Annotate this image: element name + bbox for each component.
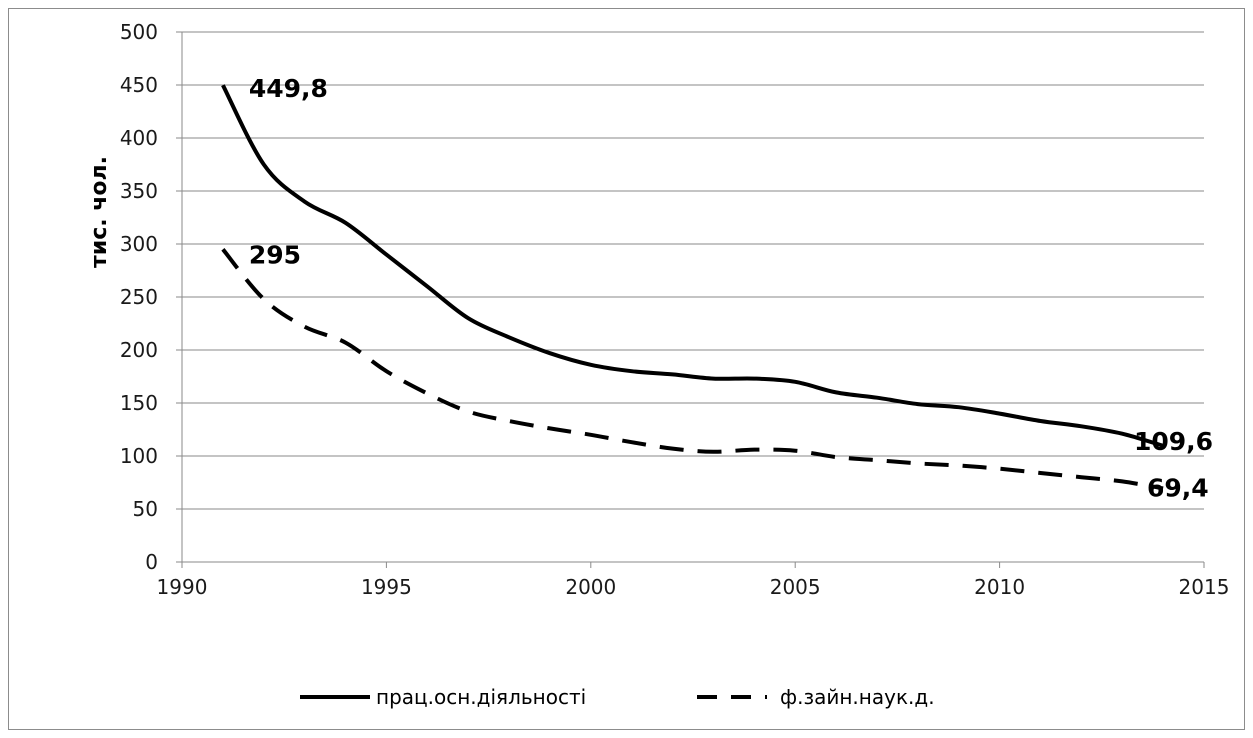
y-tick-label: 250 bbox=[120, 285, 158, 309]
series-1-point bbox=[507, 335, 511, 339]
series-2-point bbox=[916, 461, 920, 465]
series-2-point bbox=[834, 455, 838, 459]
series-1-point bbox=[303, 200, 307, 204]
legend: прац.осн.діяльності ф.зайн.наук.д. bbox=[300, 685, 935, 709]
series-2-point bbox=[1079, 475, 1083, 479]
series-2-point bbox=[303, 325, 307, 329]
y-tick-label: 450 bbox=[120, 73, 158, 97]
series-2-point bbox=[793, 449, 797, 453]
x-tick-label: 1990 bbox=[157, 575, 208, 599]
series-2-point bbox=[589, 433, 593, 437]
series-line-2 bbox=[221, 248, 1164, 491]
series-1-point bbox=[262, 163, 266, 167]
series-1-point bbox=[1120, 432, 1124, 436]
series-1-point bbox=[752, 377, 756, 381]
y-tick-labels: 0 50 100 150 200 250 300 350 400 450 500 bbox=[120, 20, 182, 574]
data-label: 449,8 bbox=[249, 74, 328, 103]
series-1-point bbox=[875, 396, 879, 400]
y-tick-label: 400 bbox=[120, 126, 158, 150]
series-1-point bbox=[425, 284, 429, 288]
series-2-point bbox=[998, 467, 1002, 471]
series-1-point bbox=[221, 83, 225, 87]
series-1-point bbox=[834, 390, 838, 394]
y-tick-label: 350 bbox=[120, 179, 158, 203]
series-2-point bbox=[957, 464, 961, 468]
series-1-point bbox=[589, 363, 593, 367]
series-2-point bbox=[1038, 471, 1042, 475]
series-1-point bbox=[1079, 424, 1083, 428]
series-1-point bbox=[671, 372, 675, 376]
y-tick-label: 150 bbox=[120, 391, 158, 415]
series-lines bbox=[221, 83, 1164, 491]
y-tick-label: 500 bbox=[120, 20, 158, 44]
series-2-point bbox=[262, 297, 266, 301]
series-2-point bbox=[548, 426, 552, 430]
legend-label-1: прац.осн.діяльності bbox=[376, 685, 586, 709]
series-1-point bbox=[916, 402, 920, 406]
series-2-point bbox=[711, 450, 715, 454]
series-2-point bbox=[630, 440, 634, 444]
x-tick-label: 2000 bbox=[565, 575, 616, 599]
x-tick-label: 2005 bbox=[770, 575, 821, 599]
series-2-point bbox=[466, 409, 470, 413]
y-tick-label: 50 bbox=[133, 497, 158, 521]
data-label: 295 bbox=[249, 240, 301, 269]
y-tick-label: 200 bbox=[120, 338, 158, 362]
series-1-point bbox=[344, 221, 348, 225]
series-1-point bbox=[711, 377, 715, 381]
x-tick-label: 2015 bbox=[1179, 575, 1230, 599]
series-2-point bbox=[752, 448, 756, 452]
series-1-point bbox=[1038, 419, 1042, 423]
data-label: 69,4 bbox=[1147, 473, 1209, 502]
y-tick-label: 300 bbox=[120, 232, 158, 256]
data-label: 109,6 bbox=[1134, 427, 1213, 456]
series-2-point bbox=[1120, 479, 1124, 483]
y-axis-title: тис. чол. bbox=[87, 156, 112, 268]
y-tick-label: 0 bbox=[145, 550, 158, 574]
series-2-point bbox=[344, 341, 348, 345]
series-2-point bbox=[384, 369, 388, 373]
series-2-point bbox=[875, 458, 879, 462]
series-1-point bbox=[384, 253, 388, 257]
series-1-point bbox=[466, 316, 470, 320]
legend-label-2: ф.зайн.наук.д. bbox=[780, 685, 935, 709]
series-1-point bbox=[998, 412, 1002, 416]
series-1-point bbox=[793, 380, 797, 384]
series-1-point bbox=[548, 351, 552, 355]
series-1-point bbox=[957, 405, 961, 409]
x-tick-labels: 1990 1995 2000 2005 2010 2015 bbox=[157, 562, 1230, 599]
series-2-point bbox=[671, 447, 675, 451]
gridlines bbox=[182, 31, 1204, 510]
series-2-point bbox=[221, 247, 225, 251]
y-tick-label: 100 bbox=[120, 444, 158, 468]
series-2-point bbox=[425, 391, 429, 395]
x-tick-label: 1995 bbox=[361, 575, 412, 599]
x-tick-label: 2010 bbox=[974, 575, 1025, 599]
series-1-point bbox=[630, 369, 634, 373]
series-2-point bbox=[507, 419, 511, 423]
data-labels: 449,8 109,6 295 69,4 bbox=[249, 74, 1213, 502]
series-line-1 bbox=[221, 84, 1164, 448]
